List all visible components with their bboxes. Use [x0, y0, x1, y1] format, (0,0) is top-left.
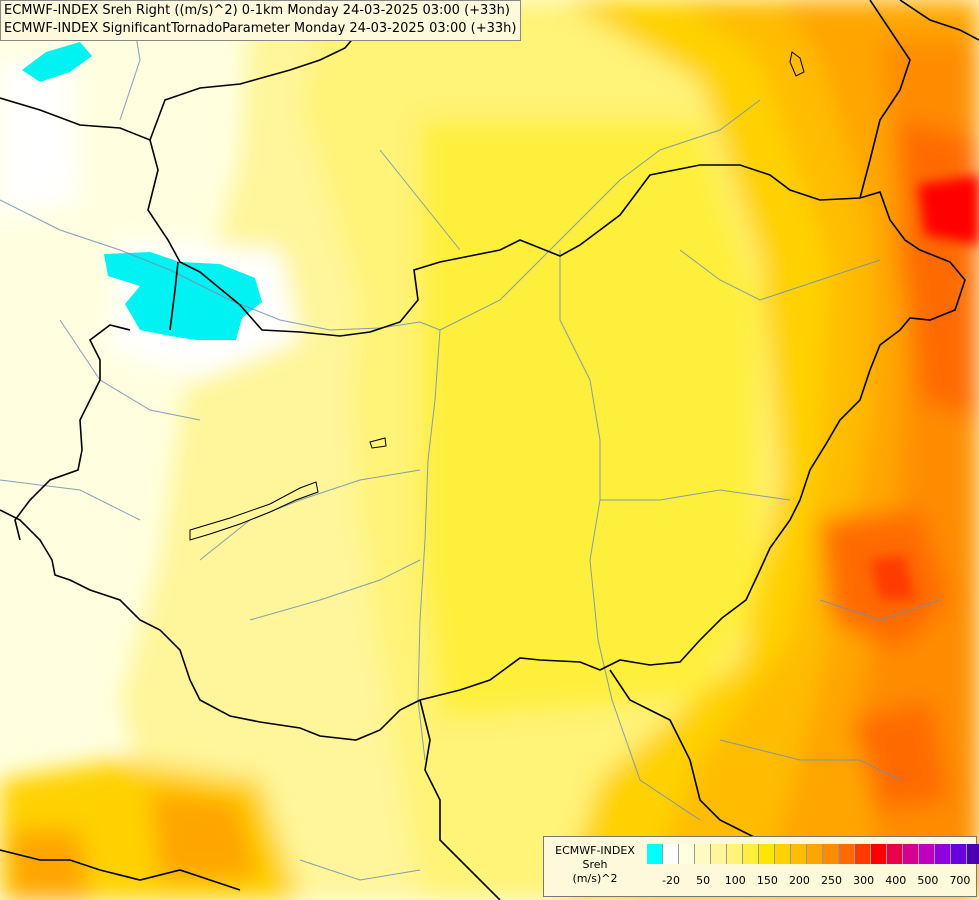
legend-title-line: (m/s)^2: [572, 872, 618, 885]
legend-swatch: [855, 844, 871, 864]
legend-swatch: [807, 844, 823, 864]
legend-title: ECMWF-INDEX Sreh (m/s)^2: [546, 844, 644, 886]
legend-tick-label: 300: [853, 874, 875, 887]
legend-tick-label: 50: [696, 874, 711, 887]
color-legend: ECMWF-INDEX Sreh (m/s)^2 -20 50 100 150 200 2…: [543, 836, 979, 897]
legend-swatch: [871, 844, 887, 864]
map-title-box: ECMWF-INDEX Sreh Right ((m/s)^2) 0-1km M…: [0, 0, 522, 41]
legend-tick-label: 150: [756, 874, 778, 887]
legend-swatch: [695, 844, 711, 864]
legend-swatch: [903, 844, 919, 864]
legend-swatch: [935, 844, 951, 864]
legend-tick-label: 250: [821, 874, 843, 887]
legend-tick-label: 500: [917, 874, 939, 887]
legend-tick-label: 200: [788, 874, 810, 887]
legend-swatch: [967, 844, 979, 864]
lake-balaton: [189, 481, 319, 541]
legend-swatch: [727, 844, 743, 864]
legend-swatch: [791, 844, 807, 864]
legend-swatch: [823, 844, 839, 864]
legend-swatch: [647, 844, 663, 864]
legend-tick-label: 100: [724, 874, 746, 887]
legend-title-line: ECMWF-INDEX: [555, 844, 635, 857]
legend-tick-label: 400: [885, 874, 907, 887]
legend-swatch: [951, 844, 967, 864]
legend-tick-label: -20: [662, 874, 681, 887]
low-srh-patch: [104, 252, 262, 340]
map-title-line-1: ECMWF-INDEX Sreh Right ((m/s)^2) 0-1km M…: [4, 3, 510, 18]
legend-swatch: [711, 844, 727, 864]
legend-swatch: [839, 844, 855, 864]
legend-title-line: Sreh: [582, 858, 608, 871]
legend-swatches: [647, 844, 979, 864]
legend-swatch: [919, 844, 935, 864]
legend-swatch: [759, 844, 775, 864]
low-srh-patch-north: [22, 42, 92, 82]
legend-tick-label: 700: [949, 874, 971, 887]
map-title-line-2: ECMWF-INDEX SignificantTornadoParameter …: [4, 21, 517, 36]
legend-swatch: [887, 844, 903, 864]
legend-swatch: [663, 844, 679, 864]
legend-ticks: -20 50 100 150 200 250 300 400 500 700: [647, 874, 973, 890]
legend-swatch: [775, 844, 791, 864]
rivers: [0, 0, 941, 881]
legend-swatch: [743, 844, 759, 864]
legend-swatch: [679, 844, 695, 864]
